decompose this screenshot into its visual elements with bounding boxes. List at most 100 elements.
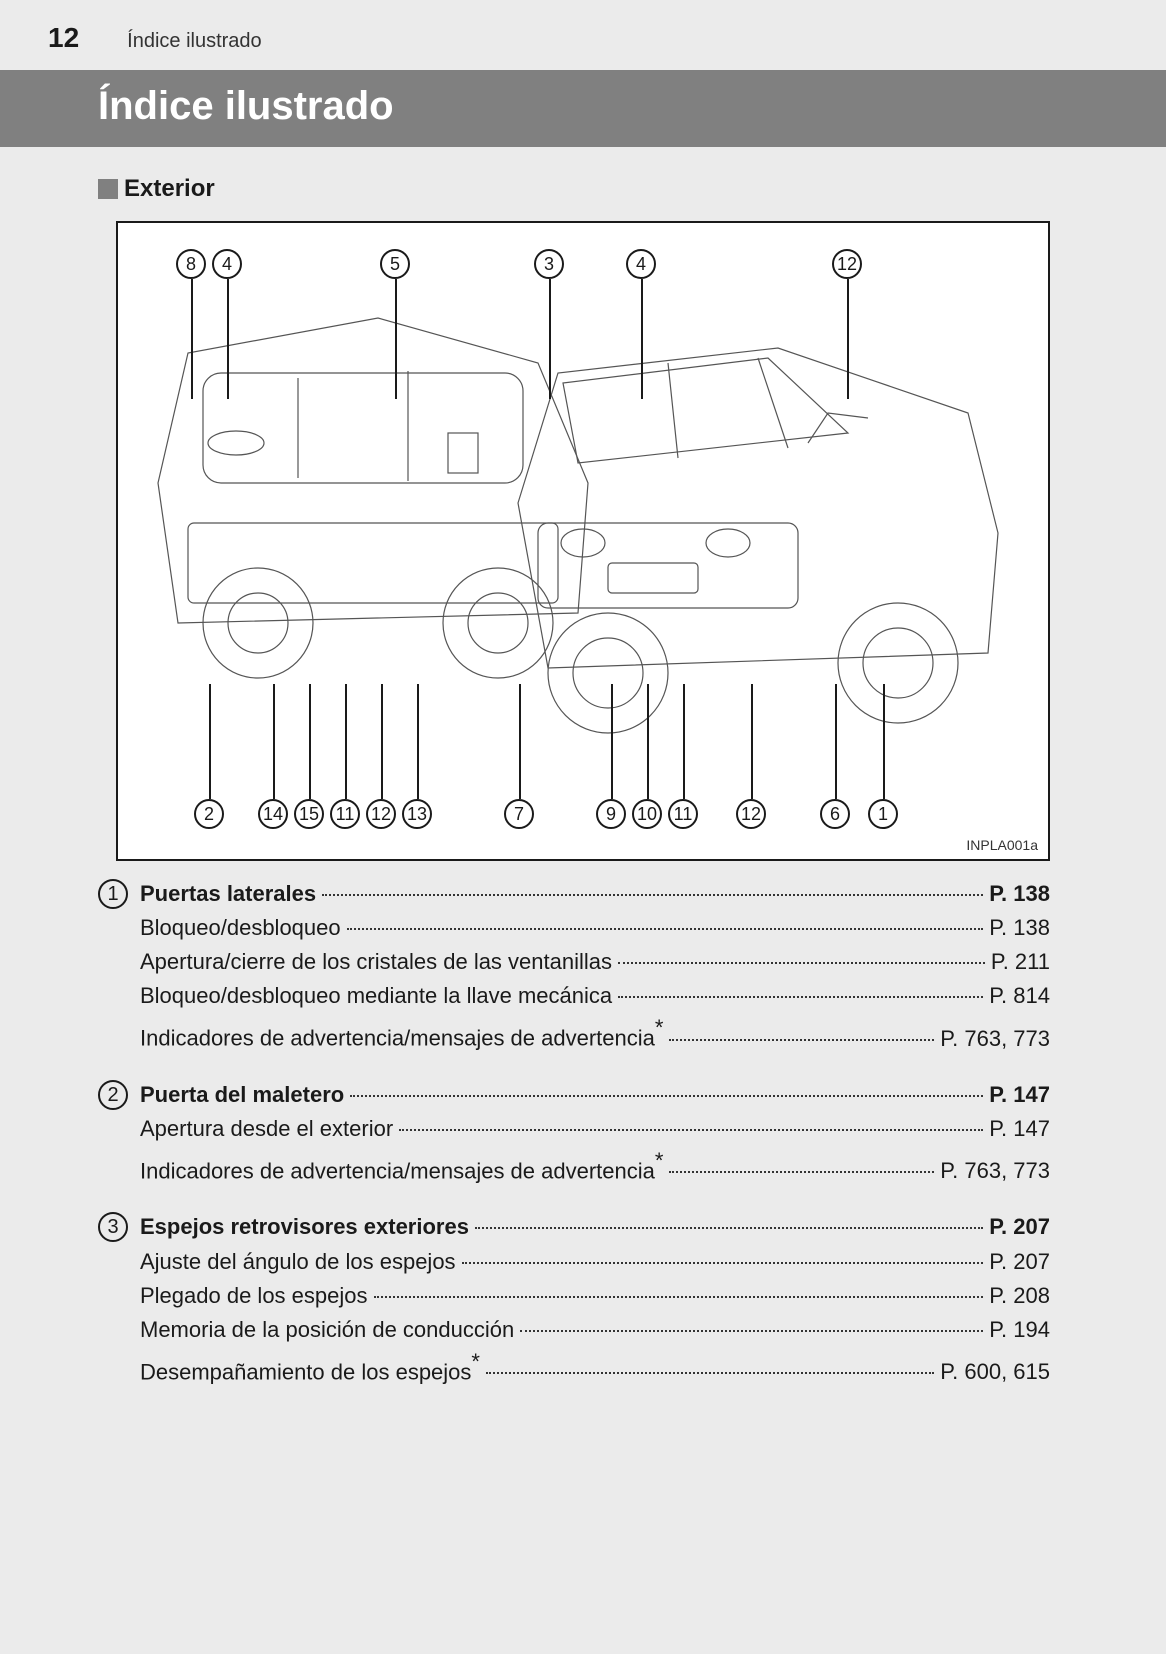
asterisk-icon: * — [471, 1349, 480, 1374]
callout-leader — [345, 684, 347, 799]
figure-code: INPLA001a — [966, 837, 1038, 853]
callout-leader — [751, 684, 753, 799]
entry-body: Espejos retrovisores exterioresP. 207Aju… — [140, 1210, 1050, 1389]
breadcrumb: Índice ilustrado — [127, 30, 262, 53]
callout-4: 4 — [212, 249, 242, 279]
callout-leader — [611, 684, 613, 799]
entry-line: Apertura/cierre de los cristales de las … — [140, 945, 1050, 979]
entry-line: Plegado de los espejos P. 208 — [140, 1279, 1050, 1313]
callout-leader — [227, 279, 229, 399]
leader-dots — [475, 1227, 983, 1229]
leader-dots — [520, 1330, 983, 1332]
callout-leader — [309, 684, 311, 799]
callout-leader — [191, 279, 193, 399]
leader-dots — [618, 962, 985, 964]
callout-leader — [835, 684, 837, 799]
entry-label: Apertura desde el exterior — [140, 1112, 393, 1146]
callout-12: 12 — [832, 249, 862, 279]
callout-1: 1 — [868, 799, 898, 829]
asterisk-icon: * — [655, 1148, 664, 1173]
entry-label: Puerta del maletero — [140, 1078, 344, 1112]
leader-dots — [618, 996, 983, 998]
entry-page: P. 207 — [989, 1245, 1050, 1279]
callout-leader — [209, 684, 211, 799]
entry-page: P. 147 — [989, 1078, 1050, 1112]
entry-page: P. 207 — [989, 1210, 1050, 1244]
entry-number: 3 — [98, 1212, 128, 1242]
asterisk-icon: * — [655, 1015, 664, 1040]
callout-7: 7 — [504, 799, 534, 829]
entry-page: P. 138 — [989, 877, 1050, 911]
callout-12: 12 — [736, 799, 766, 829]
entry-page: P. 600, 615 — [940, 1355, 1050, 1389]
entry-line: Puertas laterales P. 138 — [140, 877, 1050, 911]
entry-page: P. 763, 773 — [940, 1022, 1050, 1056]
leader-dots — [374, 1296, 984, 1298]
entry-label: Indicadores de advertencia/mensajes de a… — [140, 1013, 663, 1055]
square-bullet-icon — [98, 179, 118, 199]
callout-10: 10 — [632, 799, 662, 829]
entry-line: Indicadores de advertencia/mensajes de a… — [140, 1146, 1050, 1188]
entry-label: Desempañamiento de los espejos* — [140, 1347, 480, 1389]
entry-label: Ajuste del ángulo de los espejos — [140, 1245, 456, 1279]
callout-leader — [647, 684, 649, 799]
page-number: 12 — [48, 22, 79, 54]
exterior-figure: INPLA001a 8453412214151112137910111261 — [116, 221, 1050, 861]
leader-dots — [669, 1039, 934, 1041]
entry-line: Apertura desde el exterior P. 147 — [140, 1112, 1050, 1146]
entry-line: Espejos retrovisores exteriores P. 207 — [140, 1210, 1050, 1244]
callout-6: 6 — [820, 799, 850, 829]
callout-leader — [549, 279, 551, 399]
callout-4: 4 — [626, 249, 656, 279]
entry-label: Espejos retrovisores exteriores — [140, 1210, 469, 1244]
section-heading-label: Exterior — [124, 175, 215, 203]
entry-label: Puertas laterales — [140, 877, 316, 911]
entry-line: Ajuste del ángulo de los espejos P. 207 — [140, 1245, 1050, 1279]
entry-label: Memoria de la posición de conducción — [140, 1313, 514, 1347]
chapter-title: Índice ilustrado — [0, 70, 1166, 147]
entry-body: Puertas lateralesP. 138Bloqueo/desbloque… — [140, 877, 1050, 1056]
callout-leader — [847, 279, 849, 399]
entry-line: Desempañamiento de los espejos* P. 600, 6… — [140, 1347, 1050, 1389]
entry-body: Puerta del maleteroP. 147Apertura desde … — [140, 1078, 1050, 1189]
entry-label: Apertura/cierre de los cristales de las … — [140, 945, 612, 979]
index-entry: 3Espejos retrovisores exterioresP. 207Aj… — [98, 1210, 1050, 1389]
entry-number: 2 — [98, 1080, 128, 1110]
entry-line: Bloqueo/desbloqueoP. 138 — [140, 911, 1050, 945]
callout-3: 3 — [534, 249, 564, 279]
callout-leader — [641, 279, 643, 399]
callout-5: 5 — [380, 249, 410, 279]
callout-leader — [273, 684, 275, 799]
callout-15: 15 — [294, 799, 324, 829]
entry-label: Plegado de los espejos — [140, 1279, 368, 1313]
entry-page: P. 208 — [989, 1279, 1050, 1313]
entry-line: Puerta del maletero P. 147 — [140, 1078, 1050, 1112]
callout-2: 2 — [194, 799, 224, 829]
page-header: 12 Índice ilustrado — [0, 0, 1166, 70]
leader-dots — [322, 894, 983, 896]
callout-leader — [381, 684, 383, 799]
callout-9: 9 — [596, 799, 626, 829]
entry-label: Bloqueo/desbloqueo mediante la llave mec… — [140, 979, 612, 1013]
callout-13: 13 — [402, 799, 432, 829]
entry-page: P. 147 — [989, 1112, 1050, 1146]
callout-leader — [683, 684, 685, 799]
callout-leader — [417, 684, 419, 799]
entry-number: 1 — [98, 879, 128, 909]
callout-leader — [883, 684, 885, 799]
entry-page: P. 194 — [989, 1313, 1050, 1347]
leader-dots — [350, 1095, 983, 1097]
entry-line: Memoria de la posición de conducción P. 1… — [140, 1313, 1050, 1347]
entry-label: Indicadores de advertencia/mensajes de a… — [140, 1146, 663, 1188]
entry-page: P. 211 — [991, 945, 1050, 979]
entry-page: P. 138 — [989, 911, 1050, 945]
callout-11: 11 — [668, 799, 698, 829]
callout-11: 11 — [330, 799, 360, 829]
entry-line: Indicadores de advertencia/mensajes de a… — [140, 1013, 1050, 1055]
callout-8: 8 — [176, 249, 206, 279]
entry-page: P. 814 — [989, 979, 1050, 1013]
leader-dots — [486, 1372, 934, 1374]
callout-12: 12 — [366, 799, 396, 829]
index-entry: 2Puerta del maleteroP. 147Apertura desde… — [98, 1078, 1050, 1189]
callout-leader — [395, 279, 397, 399]
